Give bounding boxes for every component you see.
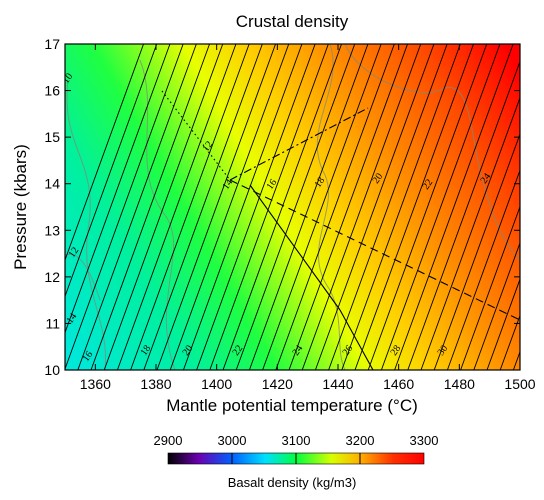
x-axis-label: Mantle potential temperature (°C): [166, 396, 418, 415]
y-tick-label: 12: [44, 269, 60, 285]
thickness-contour: [446, 169, 520, 370]
y-tick-label: 14: [44, 176, 60, 192]
thickness-contour: [354, 44, 474, 370]
thickness-contour: [65, 44, 184, 370]
thickness-contour: [380, 44, 501, 370]
heatmap: [65, 44, 520, 370]
thickness-contour: [143, 44, 263, 370]
colorbar-tick-label: 2900: [154, 433, 183, 448]
density-isoline: [344, 44, 520, 261]
thickness-contour: [116, 44, 237, 370]
colorbar-ticks: 2900 3000 3100 3200 3300: [154, 433, 439, 464]
y-axis: 10 11 12 13 14 15 16 17: [44, 36, 520, 378]
thickness-contour: [275, 44, 395, 370]
colorbar-tick-label: 3000: [218, 433, 247, 448]
colorbar-tick-label: 3100: [282, 433, 311, 448]
colorbar-tick-label: 3200: [346, 433, 375, 448]
y-tick-label: 16: [44, 83, 60, 99]
colorbar-label: Basalt density (kg/m3): [228, 475, 357, 490]
x-tick-label: 1500: [504, 376, 535, 392]
chart-title: Crustal density: [236, 12, 349, 31]
thickness-contour: [209, 44, 329, 370]
thickness-contour: [288, 44, 408, 370]
x-tick-label: 1480: [444, 376, 475, 392]
x-tick-label: 1360: [80, 376, 111, 392]
density-isoline: [139, 59, 176, 370]
thickness-contour: [169, 44, 290, 370]
x-tick-label: 1380: [140, 376, 171, 392]
thickness-contour: [341, 44, 461, 370]
thickness-contour-label: 10: [61, 71, 76, 86]
colorbar: 2900 3000 3100 3200 3300 Basalt density (kg/…: [154, 433, 439, 490]
thickness-contour: [182, 44, 303, 370]
thickness-contour: [65, 44, 158, 298]
plot-frame: [64, 43, 521, 371]
thickness-contour: [103, 44, 224, 370]
thickness-contour: [262, 44, 382, 370]
y-tick-label: 11: [45, 315, 60, 331]
thickness-contour: [301, 44, 422, 370]
thickness-contour: [486, 277, 520, 370]
y-tick-label: 10: [44, 362, 60, 378]
thickness-contour: [65, 44, 144, 262]
thickness-contour: [156, 44, 276, 370]
x-tick-label: 1420: [262, 376, 293, 392]
thickness-contour: [527, 44, 544, 370]
colorbar-tick-label: 3300: [410, 433, 439, 448]
thickness-contour: [248, 44, 369, 370]
thickness-contour: [540, 44, 544, 370]
x-tick-label: 1460: [383, 376, 414, 392]
thickness-contour: [90, 44, 210, 370]
annotation-lines: [161, 90, 520, 370]
thickness-contour: [235, 44, 356, 370]
thickness-contour: [196, 44, 316, 370]
thickness-contour: [433, 132, 520, 370]
thickness-contour: [367, 44, 488, 370]
y-tick-label: 17: [44, 36, 60, 52]
y-tick-label: 13: [44, 222, 60, 238]
density-isoline: [316, 44, 346, 370]
thickness-contour: [328, 44, 448, 370]
thickness-contour: [77, 44, 197, 370]
thickness-contour: [130, 44, 250, 370]
density-isoline: [65, 253, 101, 301]
thickness-contour: [222, 44, 342, 370]
x-axis: 1360 1380 1400 1420 1440 1460 1480 1500: [80, 44, 536, 392]
solid-boundary-line: [249, 184, 341, 311]
dotted-line: [161, 90, 231, 181]
dash-dot-line: [229, 107, 369, 181]
y-axis-label: Pressure (kbars): [11, 144, 30, 270]
x-tick-label: 1400: [201, 376, 232, 392]
thickness-contour: [407, 60, 520, 370]
x-tick-label: 1440: [322, 376, 353, 392]
thickness-contour: [65, 44, 171, 334]
dashed-line: [229, 179, 520, 321]
thickness-contour: [473, 241, 520, 370]
y-tick-label: 15: [44, 129, 60, 145]
density-isolines: [65, 44, 520, 370]
solid-boundary-line-lower: [339, 309, 374, 370]
density-isoline: [66, 79, 107, 370]
thickness-contour: [394, 44, 514, 370]
thickness-contour: [314, 44, 435, 370]
